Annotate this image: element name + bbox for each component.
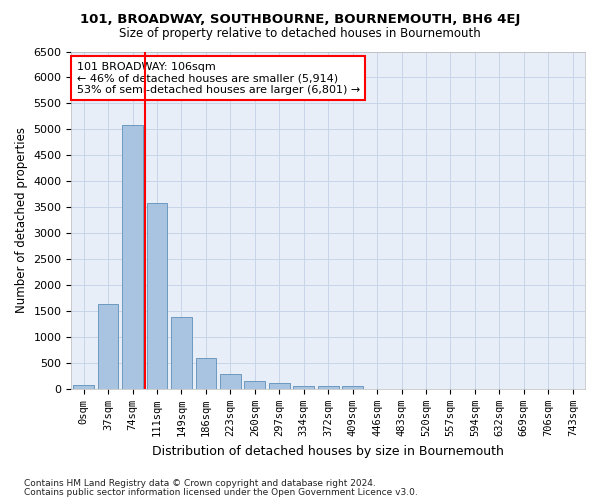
Text: 101 BROADWAY: 106sqm
← 46% of detached houses are smaller (5,914)
53% of semi-de: 101 BROADWAY: 106sqm ← 46% of detached h… (77, 62, 360, 95)
Text: 101, BROADWAY, SOUTHBOURNE, BOURNEMOUTH, BH6 4EJ: 101, BROADWAY, SOUTHBOURNE, BOURNEMOUTH,… (80, 12, 520, 26)
Text: Contains HM Land Registry data © Crown copyright and database right 2024.: Contains HM Land Registry data © Crown c… (24, 479, 376, 488)
Bar (122, 125, 143, 389)
Text: Contains public sector information licensed under the Open Government Licence v3: Contains public sector information licen… (24, 488, 418, 497)
Bar (196, 358, 217, 389)
Bar (244, 382, 265, 389)
X-axis label: Distribution of detached houses by size in Bournemouth: Distribution of detached houses by size … (152, 444, 504, 458)
Bar (73, 385, 94, 389)
Bar (269, 384, 290, 389)
Text: Size of property relative to detached houses in Bournemouth: Size of property relative to detached ho… (119, 28, 481, 40)
Bar (293, 386, 314, 389)
Bar (318, 386, 338, 389)
Bar (171, 318, 192, 389)
Bar (146, 203, 167, 389)
Y-axis label: Number of detached properties: Number of detached properties (15, 127, 28, 313)
Bar (342, 386, 363, 389)
Bar (220, 374, 241, 389)
Bar (98, 304, 118, 389)
